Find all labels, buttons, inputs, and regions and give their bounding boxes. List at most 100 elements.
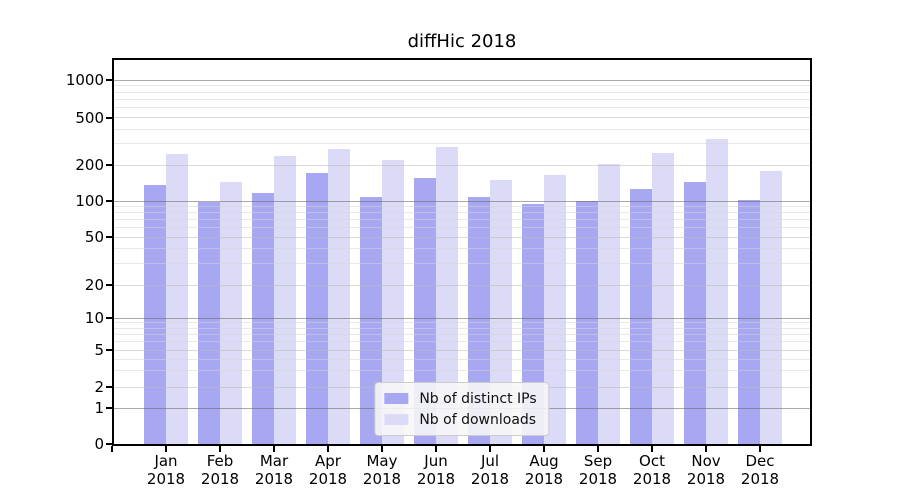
x-tick-mark bbox=[543, 446, 545, 452]
x-tick-mark bbox=[651, 446, 653, 452]
y-tick-label-2: 2 bbox=[94, 378, 104, 396]
legend-row-nb-of-distinct-ips: Nb of distinct IPs bbox=[384, 388, 537, 409]
y-tick-mark bbox=[106, 443, 112, 445]
bar-nb-of-distinct-ips-jan bbox=[144, 184, 166, 444]
y-tick-label-5: 5 bbox=[94, 341, 104, 359]
legend-swatch-icon bbox=[384, 393, 409, 404]
gridline-4 bbox=[114, 358, 810, 360]
y-tick-mark bbox=[106, 284, 112, 286]
x-tick-year: 2018 bbox=[524, 470, 564, 488]
y-tick-mark bbox=[106, 317, 112, 319]
gridline-80 bbox=[114, 212, 810, 214]
y-tick-mark bbox=[106, 79, 112, 81]
y-tick-label-0: 0 bbox=[94, 435, 104, 453]
x-tick-mark bbox=[219, 446, 221, 452]
x-tick-month: Apr bbox=[315, 452, 341, 470]
x-tick-mark bbox=[165, 446, 167, 452]
x-tick-label-jul: Jul 2018 bbox=[460, 452, 520, 488]
y-tick-label-1000: 1000 bbox=[65, 71, 104, 89]
gridline-70 bbox=[114, 219, 810, 221]
gridline-9 bbox=[114, 322, 810, 324]
legend: Nb of distinct IPs Nb of downloads bbox=[374, 382, 550, 436]
x-tick-month: Jul bbox=[480, 452, 500, 470]
gridline-300 bbox=[114, 143, 810, 145]
bar-nb-of-distinct-ips-dec bbox=[738, 199, 760, 444]
gridline-5 bbox=[114, 349, 810, 351]
gridline-400 bbox=[114, 128, 810, 130]
bar-nb-of-distinct-ips-nov bbox=[684, 182, 706, 444]
x-tick-label-nov: Nov 2018 bbox=[676, 452, 736, 488]
x-tick-year: 2018 bbox=[578, 470, 618, 488]
x-tick-month: Dec bbox=[745, 452, 775, 470]
bar-nb-of-distinct-ips-apr bbox=[306, 173, 328, 444]
bar-nb-of-downloads-oct bbox=[652, 153, 674, 444]
x-tick-year: 2018 bbox=[254, 470, 294, 488]
y-tick-mark bbox=[106, 116, 112, 119]
y-tick-mark bbox=[106, 386, 112, 388]
bar-nb-of-downloads-dec bbox=[760, 171, 782, 444]
y-tick-label-100: 100 bbox=[75, 192, 104, 210]
x-tick-month: Sep bbox=[583, 452, 613, 470]
y-tick-mark bbox=[106, 236, 112, 238]
gridline-20 bbox=[114, 284, 810, 286]
gridline-50 bbox=[114, 236, 810, 238]
gridline-500 bbox=[114, 117, 810, 118]
gridline-30 bbox=[114, 263, 810, 265]
x-tick-month: Aug bbox=[529, 452, 559, 470]
bar-nb-of-downloads-nov bbox=[706, 139, 728, 444]
bar-nb-of-downloads-may bbox=[382, 160, 404, 444]
plot-area: Nb of distinct IPs Nb of downloads bbox=[114, 60, 810, 444]
x-tick-year: 2018 bbox=[362, 470, 402, 488]
y-tick-mark bbox=[106, 164, 112, 166]
bar-nb-of-distinct-ips-oct bbox=[630, 189, 652, 444]
bar-nb-of-distinct-ips-jun bbox=[414, 178, 436, 444]
x-tick-label-aug: Aug 2018 bbox=[514, 452, 574, 488]
x-tick-year: 2018 bbox=[470, 470, 510, 488]
x-tick-label-jan: Jan 2018 bbox=[136, 452, 196, 488]
legend-swatch-icon bbox=[384, 414, 409, 425]
y-tick-label-200: 200 bbox=[75, 156, 104, 174]
x-tick-mark bbox=[273, 446, 275, 452]
y-tick-mark bbox=[106, 349, 112, 351]
gridline-6 bbox=[114, 341, 810, 343]
x-tick-year: 2018 bbox=[740, 470, 780, 488]
x-tick-mark bbox=[435, 446, 437, 452]
x-tick-month: Feb bbox=[206, 452, 234, 470]
bar-nb-of-downloads-jun bbox=[436, 146, 458, 444]
x-tick-mark bbox=[597, 446, 599, 452]
x-tick-month: Jun bbox=[424, 452, 448, 470]
x-tick-label-may: May 2018 bbox=[352, 452, 412, 488]
x-tick-label-apr: Apr 2018 bbox=[298, 452, 358, 488]
y-tick-mark bbox=[106, 407, 112, 409]
gridline-7 bbox=[114, 333, 810, 335]
x-tick-year: 2018 bbox=[200, 470, 240, 488]
bar-nb-of-downloads-feb bbox=[220, 181, 242, 444]
gridline-8 bbox=[114, 327, 810, 329]
y-tick-label-500: 500 bbox=[75, 108, 104, 127]
legend-label: Nb of distinct IPs bbox=[419, 390, 537, 407]
chart-title: diffHic 2018 bbox=[407, 31, 517, 52]
x-tick-label-jun: Jun 2018 bbox=[406, 452, 466, 488]
legend-label: Nb of downloads bbox=[419, 411, 537, 428]
y-tick-label-10: 10 bbox=[84, 309, 104, 327]
x-tick-month: Oct bbox=[639, 452, 665, 470]
y-tick-label-20: 20 bbox=[84, 276, 104, 294]
gridline-1000 bbox=[114, 79, 810, 81]
gridline-700 bbox=[114, 98, 810, 100]
x-tick-mark bbox=[327, 446, 329, 452]
x-tick-mark bbox=[705, 446, 707, 452]
x-tick-year: 2018 bbox=[146, 470, 186, 488]
gridline-100 bbox=[114, 200, 810, 202]
gridline-40 bbox=[114, 248, 810, 250]
y-tick-mark bbox=[106, 200, 112, 202]
gridline-60 bbox=[114, 227, 810, 229]
gridline-10 bbox=[114, 317, 810, 319]
x-tick-mark bbox=[759, 446, 761, 452]
x-tick-year: 2018 bbox=[632, 470, 672, 488]
plot-border bbox=[112, 58, 812, 446]
gridline-800 bbox=[114, 91, 810, 93]
gridline-900 bbox=[114, 85, 810, 87]
gridline-3 bbox=[114, 370, 810, 372]
bar-nb-of-downloads-jul bbox=[490, 179, 512, 444]
